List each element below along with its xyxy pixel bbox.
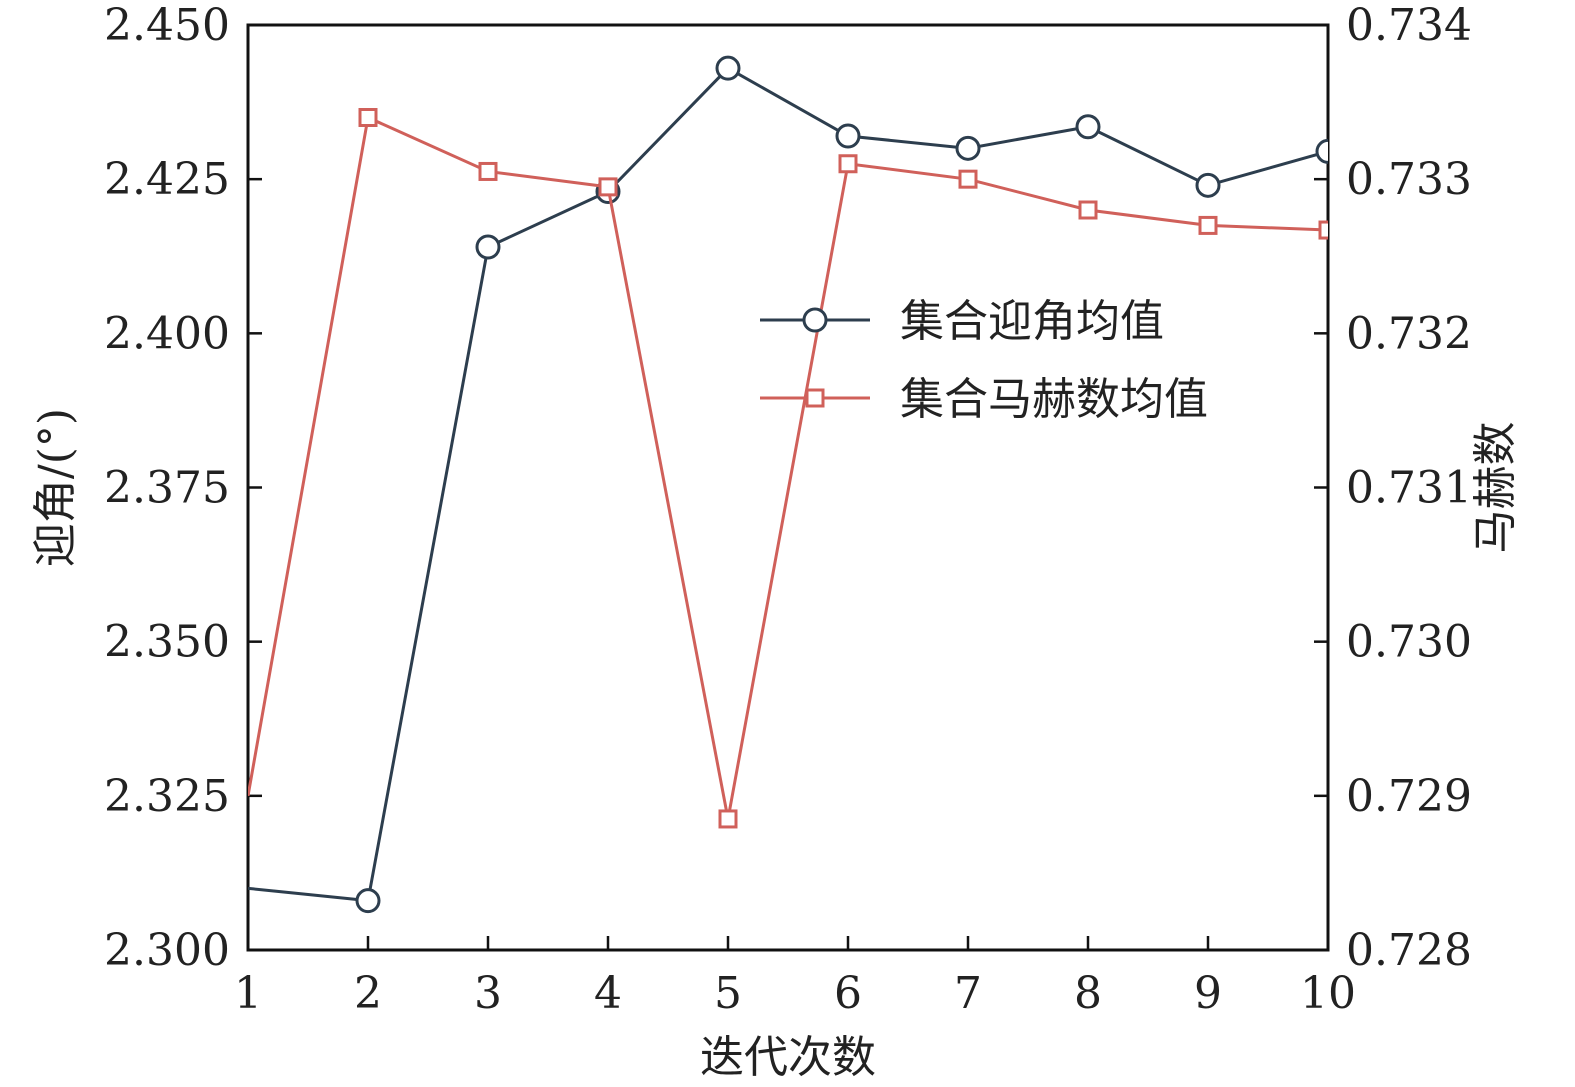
right-y-axis-title: 马赫数: [1470, 422, 1521, 554]
series-2-point: [598, 177, 618, 197]
left-y-tick-label: 2.450: [104, 0, 230, 51]
x-tick-label: 10: [1300, 968, 1356, 1019]
x-tick-label: 1: [234, 968, 262, 1019]
series-2-point: [958, 169, 978, 189]
left-y-axis-title: 迎角/(°): [30, 408, 81, 567]
series-1-point: [1195, 172, 1221, 198]
right-y-tick-label: 0.731: [1346, 463, 1472, 514]
series-layer: [248, 55, 1328, 914]
x-tick-label: 9: [1194, 968, 1222, 1019]
left-y-tick-label: 2.300: [104, 925, 230, 976]
legend-marker-2: [805, 388, 825, 408]
series-1: [248, 55, 1328, 914]
right-y-tick-label: 0.734: [1346, 0, 1472, 51]
legend-label-1: 集合迎角均值: [900, 296, 1164, 347]
series-1-point: [955, 135, 981, 161]
right-y-tick-label: 0.732: [1346, 308, 1472, 359]
series-1-point: [715, 55, 741, 81]
series-2-point: [478, 161, 498, 181]
left-y-tick-label: 2.375: [104, 463, 230, 514]
series-2-line: [248, 115, 1328, 820]
x-tick-label: 5: [714, 968, 742, 1019]
series-2: [248, 108, 1328, 829]
x-tick-label: 6: [834, 968, 862, 1019]
series-1-point: [1315, 138, 1328, 164]
x-tick-label: 2: [354, 968, 382, 1019]
x-tick-label: 3: [474, 968, 502, 1019]
series-2-point: [1318, 220, 1328, 240]
x-tick-label: 7: [954, 968, 982, 1019]
series-1-line: [248, 66, 1328, 903]
series-1-point: [355, 888, 381, 914]
right-y-tick-label: 0.729: [1346, 771, 1472, 822]
series-2-point: [358, 108, 378, 127]
left-y-tick-label: 2.350: [104, 617, 230, 668]
right-y-tick-label: 0.728: [1346, 925, 1472, 976]
series-1-point: [835, 123, 861, 149]
series-1-point: [475, 234, 501, 260]
left-y-axis-ticks: 2.300 2.325 2.350 2.375 2.400 2.425 2.450: [104, 0, 262, 976]
series-2-point: [1198, 215, 1218, 235]
x-axis-title: 迭代次数: [700, 1032, 876, 1083]
series-1-point: [1075, 114, 1101, 140]
legend-marker-1: [802, 307, 828, 333]
right-y-tick-label: 0.730: [1346, 617, 1472, 668]
left-y-tick-label: 2.400: [104, 308, 230, 359]
x-axis-ticks: 1 2 3 4 5 6 7 8 9 10: [234, 936, 1356, 1019]
legend-label-2: 集合马赫数均值: [900, 374, 1208, 425]
x-tick-label: 4: [594, 968, 622, 1019]
right-y-tick-label: 0.733: [1346, 154, 1472, 205]
right-y-axis-ticks: 0.728 0.729 0.730 0.731 0.732 0.733 0.734: [1314, 0, 1472, 976]
series-2-point: [718, 809, 738, 829]
x-tick-label: 8: [1074, 968, 1102, 1019]
left-y-tick-label: 2.325: [104, 771, 230, 822]
series-2-point: [838, 154, 858, 174]
series-2-point: [1078, 200, 1098, 220]
left-y-tick-label: 2.425: [104, 154, 230, 205]
